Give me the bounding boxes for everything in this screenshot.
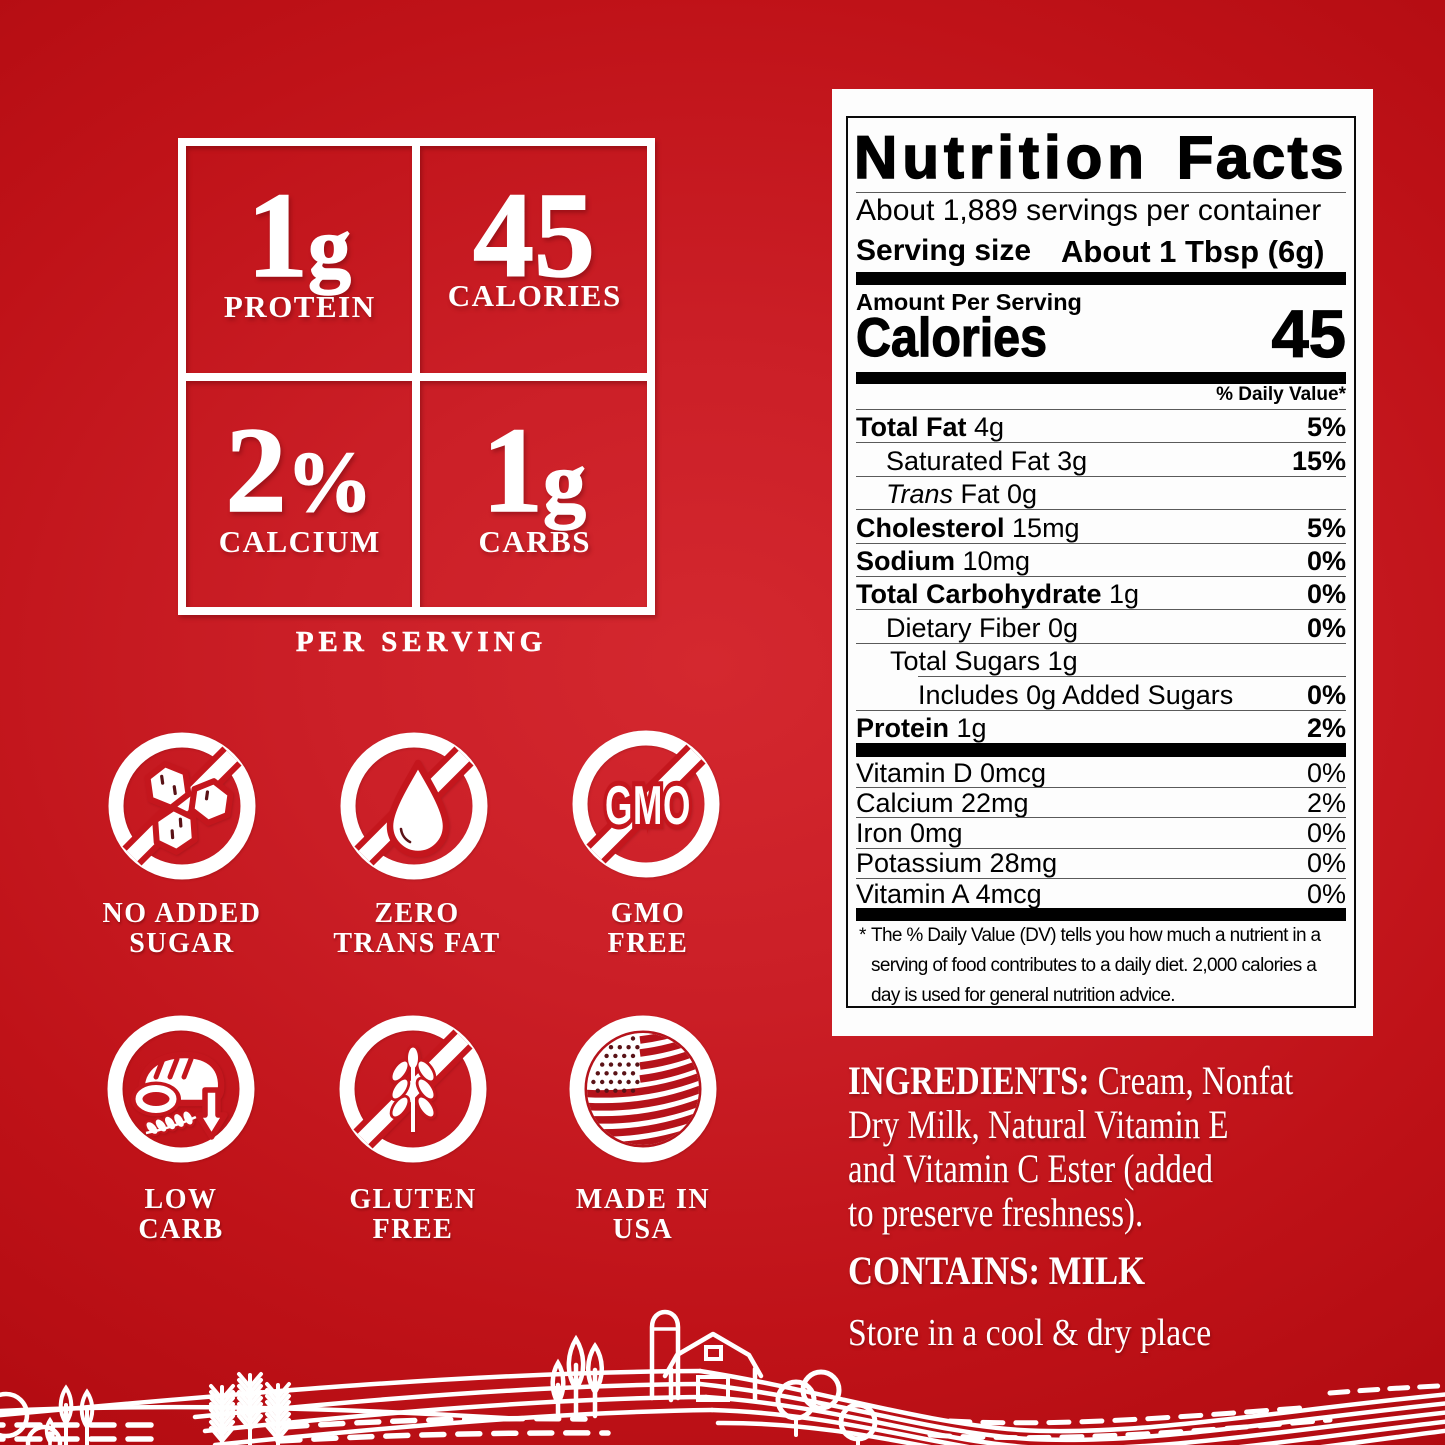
svg-text:GMO: GMO: [605, 774, 691, 836]
